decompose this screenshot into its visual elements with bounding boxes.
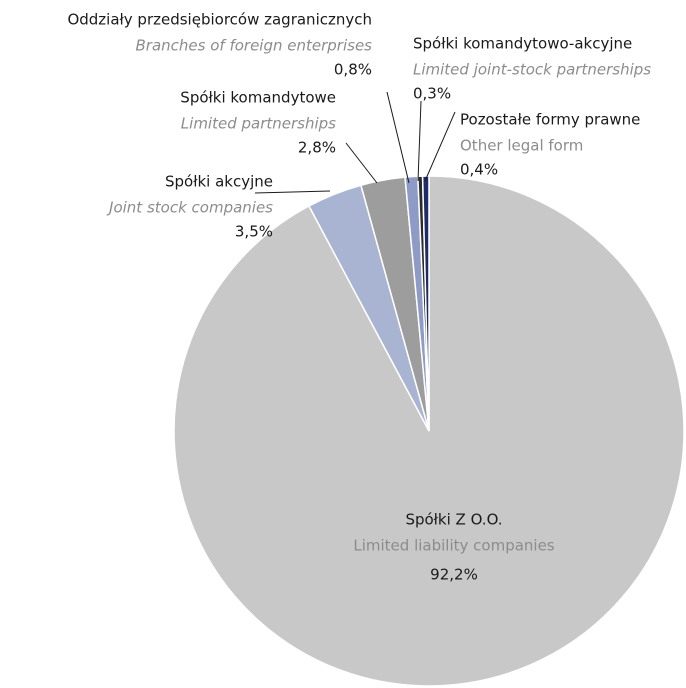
- slice-sublabel: Limited joint-stock partnerships: [413, 61, 651, 79]
- slice-sublabel: Joint stock companies: [106, 199, 273, 217]
- slice-sublabel: Limited liability companies: [353, 537, 554, 555]
- leader-line: [345, 142, 378, 184]
- slice-label: Spółki Z O.O.: [405, 511, 502, 529]
- value-label: 0,4%: [460, 161, 498, 179]
- value-label: 0,3%: [413, 85, 451, 103]
- slice-sublabel: Limited partnerships: [181, 115, 336, 133]
- slice-label: Oddziały przedsiębiorców zagranicznych: [67, 11, 372, 29]
- slice-label: Spółki akcyjne: [165, 173, 273, 191]
- value-label: 92,2%: [430, 566, 478, 584]
- leader-line: [386, 91, 410, 184]
- slice-label: Spółki komandytowe: [180, 89, 336, 107]
- slice-sublabel: Other legal form: [460, 137, 583, 155]
- value-label: 0,8%: [334, 61, 372, 79]
- value-label: 2,8%: [298, 139, 336, 157]
- pie-slice: [421, 175, 430, 432]
- slice-sublabel: Branches of foreign enterprises: [136, 37, 373, 55]
- leader-line: [417, 100, 422, 182]
- leader-line: [424, 111, 456, 182]
- leader-line: [254, 190, 331, 194]
- value-label: 3,5%: [235, 223, 273, 241]
- slice-label: Spółki komandytowo-akcyjne: [413, 35, 632, 53]
- slice-label: Pozostałe formy prawne: [460, 111, 640, 129]
